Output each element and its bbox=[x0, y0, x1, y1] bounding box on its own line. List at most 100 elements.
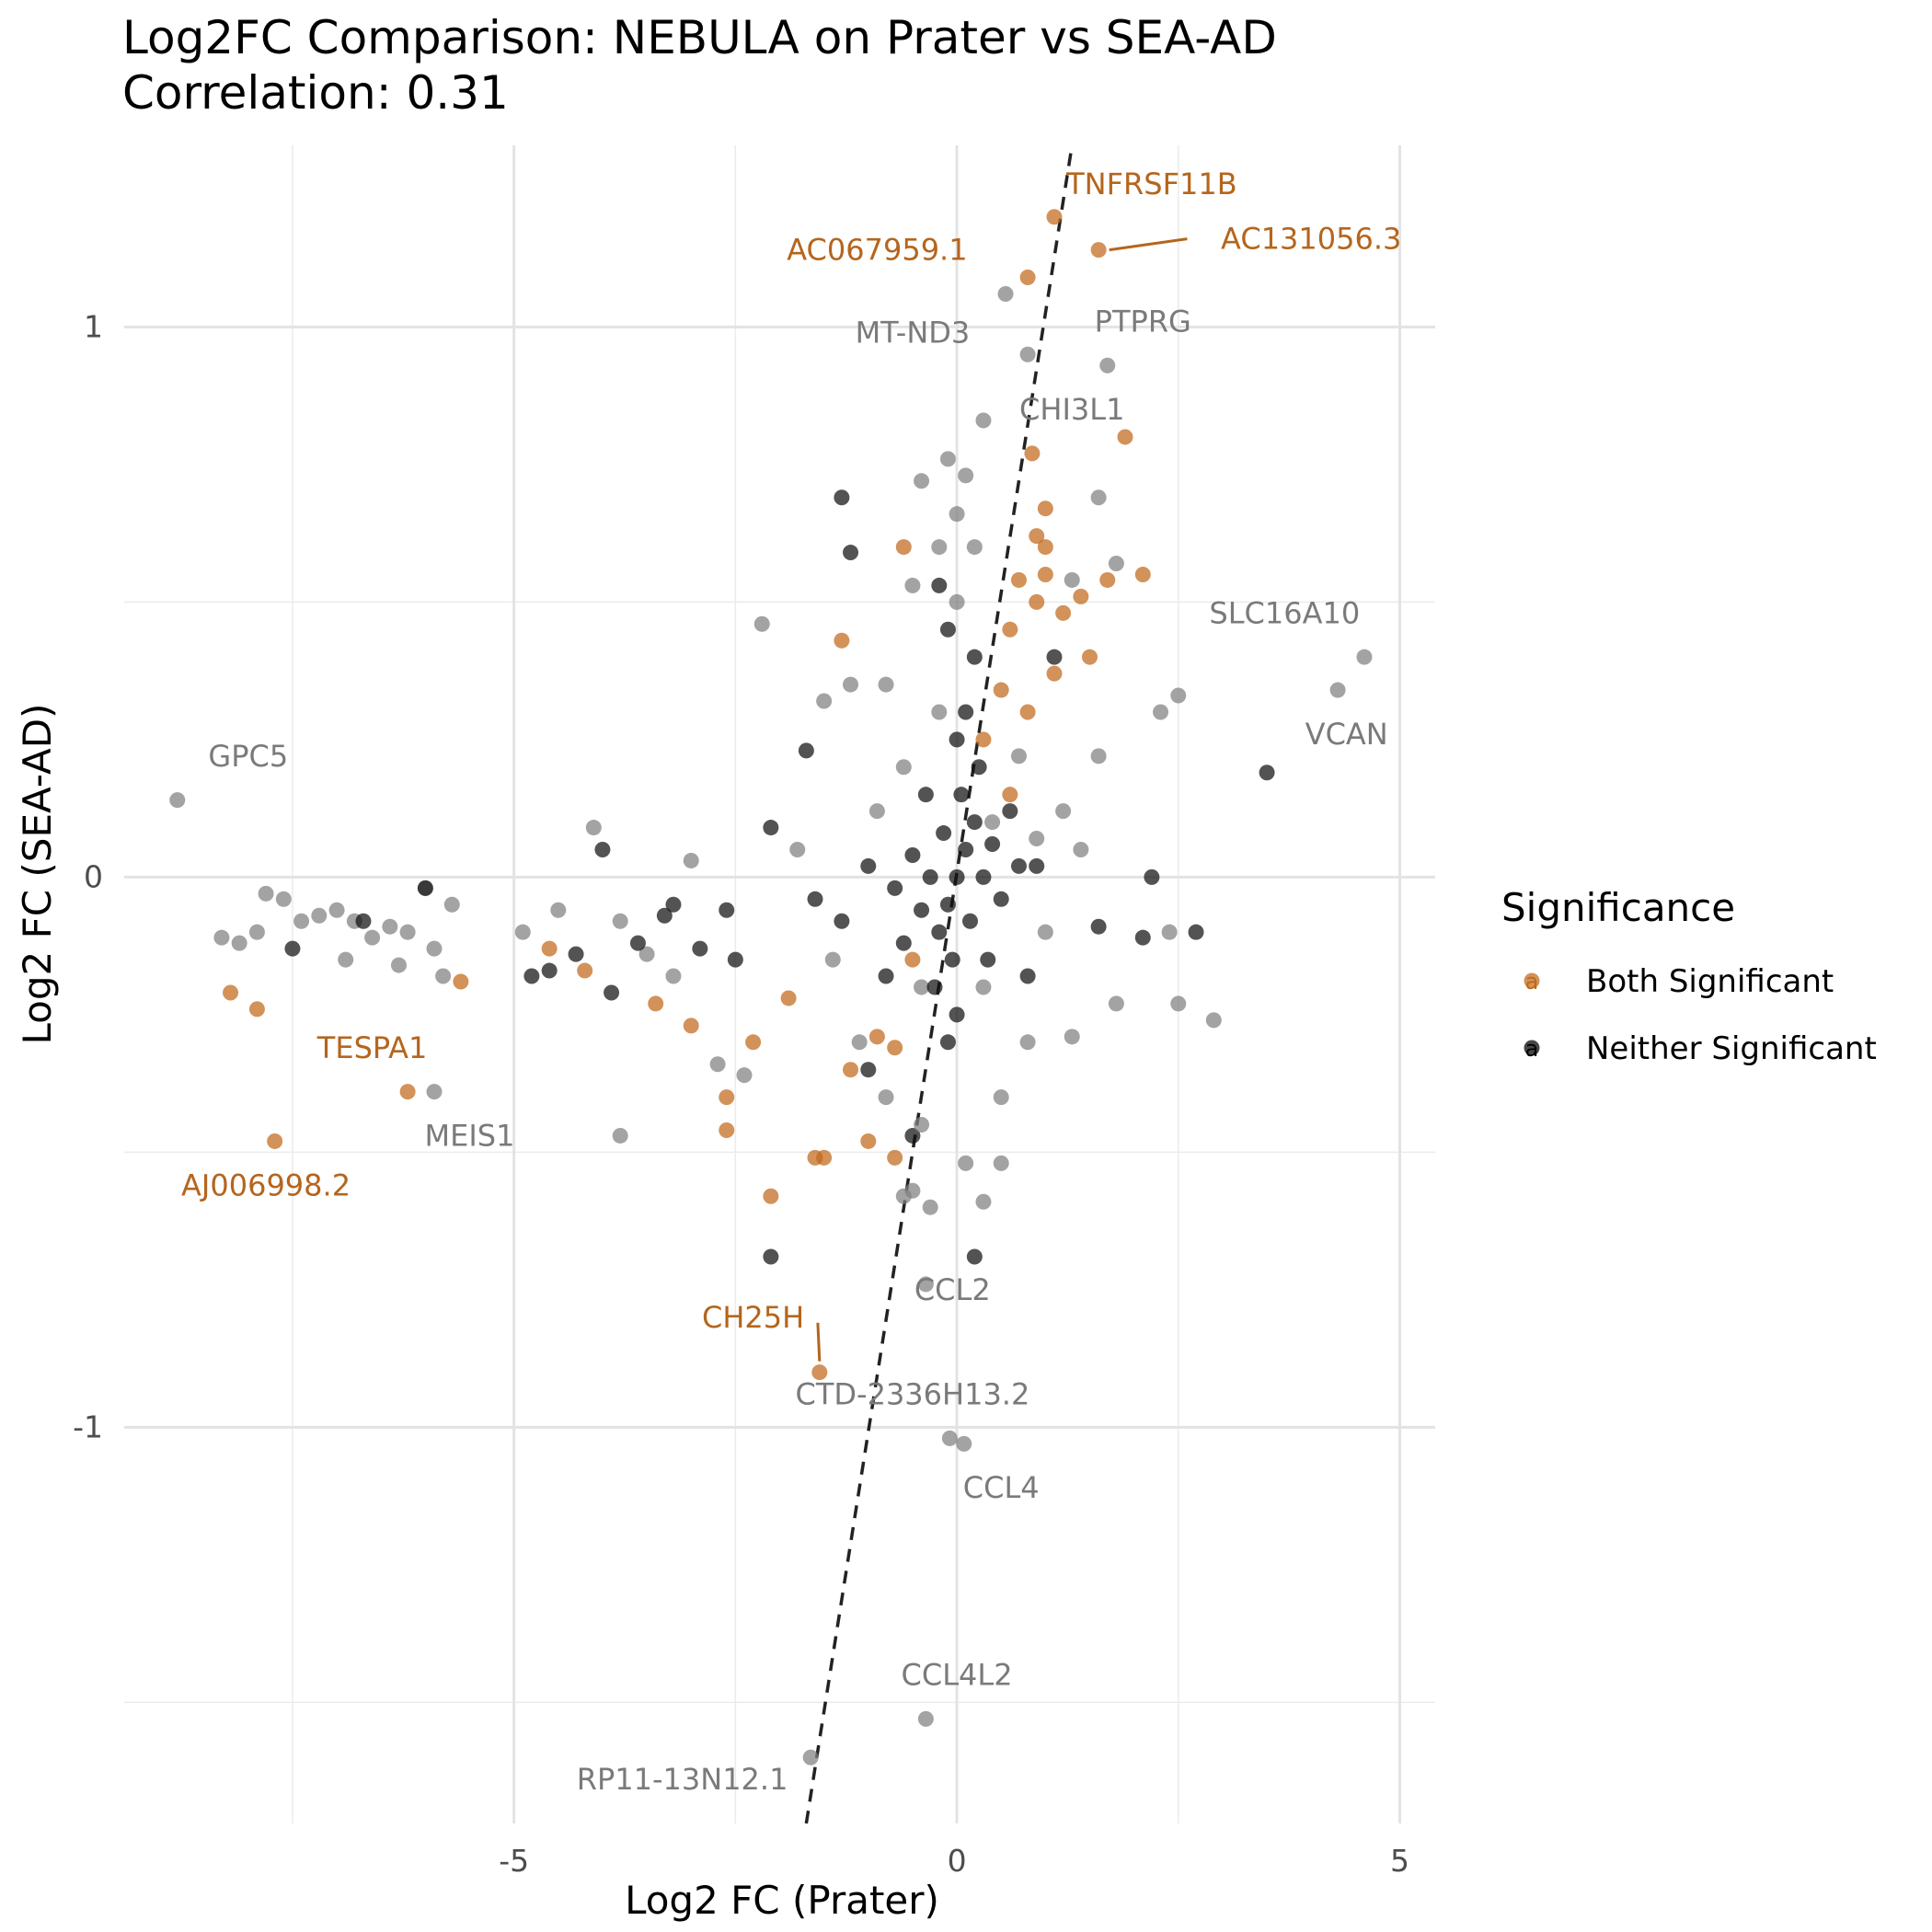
data-point-neither bbox=[966, 814, 983, 831]
gene-label: AC131056.3 bbox=[1221, 222, 1401, 257]
data-point-gray bbox=[1064, 1029, 1080, 1045]
data-point-gray bbox=[1037, 924, 1053, 940]
data-point-gray bbox=[993, 1089, 1009, 1106]
data-point-gray bbox=[665, 968, 682, 984]
data-point-gray bbox=[1090, 748, 1107, 765]
data-point-gray bbox=[1064, 571, 1080, 588]
data-point-neither bbox=[980, 951, 996, 968]
data-point-both bbox=[719, 1089, 735, 1106]
data-point-gray bbox=[443, 896, 460, 913]
legend-entry-label: Both Significant bbox=[1586, 963, 1834, 1000]
data-point-gray bbox=[585, 820, 602, 836]
data-point-neither bbox=[355, 913, 372, 929]
data-point-gray bbox=[878, 676, 894, 693]
data-point-neither bbox=[944, 951, 960, 968]
data-point-gray bbox=[922, 1199, 938, 1215]
data-point-gray bbox=[638, 946, 655, 962]
legend-entry-label: Neither Significant bbox=[1586, 1030, 1877, 1067]
data-point-both bbox=[1024, 445, 1041, 462]
data-point-neither bbox=[958, 704, 974, 720]
data-point-both bbox=[248, 1001, 265, 1018]
gene-label: GPC5 bbox=[208, 739, 288, 774]
y-tick-label: 0 bbox=[84, 858, 103, 894]
data-point-neither bbox=[629, 935, 646, 951]
labeled-point-aj006998-2 bbox=[267, 1133, 283, 1149]
grid-layer bbox=[124, 145, 1435, 1823]
data-point-neither bbox=[904, 846, 921, 863]
gene-label: CCL2 bbox=[914, 1272, 991, 1307]
data-point-both bbox=[904, 951, 921, 968]
data-point-gray bbox=[984, 814, 1001, 831]
data-point-gray bbox=[895, 1188, 912, 1204]
gene-label: MEIS1 bbox=[425, 1118, 515, 1153]
data-point-gray bbox=[843, 676, 859, 693]
labeled-point-meis1 bbox=[426, 1084, 443, 1100]
data-point-gray bbox=[949, 593, 965, 610]
labeled-point-ccl4l2 bbox=[917, 1710, 934, 1727]
data-point-neither bbox=[939, 1034, 956, 1051]
data-point-neither bbox=[931, 577, 948, 593]
gene-label: CH25H bbox=[702, 1300, 804, 1335]
labeled-point-tnfrsf11b bbox=[1046, 209, 1063, 225]
data-point-gray bbox=[382, 918, 398, 935]
legend-title: Significance bbox=[1501, 885, 1735, 930]
data-point-both bbox=[868, 1029, 885, 1045]
gene-label: VCAN bbox=[1305, 717, 1388, 752]
data-point-gray bbox=[231, 935, 247, 951]
data-point-neither bbox=[926, 979, 943, 995]
data-point-neither bbox=[834, 913, 850, 929]
data-point-neither bbox=[958, 841, 974, 857]
data-point-neither bbox=[1144, 868, 1160, 885]
data-point-both bbox=[648, 995, 664, 1012]
data-point-gray bbox=[709, 1056, 726, 1073]
gene-label: SLC16A10 bbox=[1209, 595, 1360, 630]
data-point-gray bbox=[1153, 704, 1169, 720]
label-connector bbox=[816, 1322, 822, 1362]
data-point-gray bbox=[248, 924, 265, 940]
data-point-gray bbox=[328, 902, 345, 918]
data-point-gray bbox=[753, 615, 770, 632]
gene-label: TESPA1 bbox=[316, 1030, 428, 1065]
data-point-both bbox=[1073, 588, 1089, 604]
data-point-both bbox=[887, 1040, 903, 1056]
data-point-gray bbox=[612, 1127, 628, 1144]
data-point-gray bbox=[311, 907, 328, 924]
data-point-gray bbox=[868, 803, 885, 820]
data-point-neither bbox=[993, 891, 1009, 907]
legend-key-point bbox=[1524, 1040, 1540, 1056]
data-point-gray bbox=[914, 979, 930, 995]
data-point-neither bbox=[931, 924, 948, 940]
labeled-point-tespa1 bbox=[399, 1084, 416, 1100]
gene-label: CCL4L2 bbox=[902, 1658, 1013, 1693]
data-point-both bbox=[1117, 429, 1133, 445]
data-point-both bbox=[895, 539, 912, 556]
gene-label: PTPRG bbox=[1095, 304, 1191, 339]
data-point-gray bbox=[213, 929, 230, 946]
data-point-neither bbox=[975, 868, 992, 885]
data-point-gray bbox=[914, 1116, 930, 1133]
data-point-gray bbox=[1073, 841, 1089, 857]
data-point-both bbox=[763, 1188, 779, 1204]
data-point-both bbox=[993, 682, 1009, 698]
data-point-gray bbox=[736, 1067, 753, 1084]
data-point-neither bbox=[692, 940, 708, 957]
data-point-both bbox=[1081, 649, 1098, 665]
data-point-neither bbox=[604, 984, 620, 1001]
data-point-neither bbox=[798, 742, 814, 759]
data-point-both bbox=[1002, 787, 1018, 803]
data-point-gray bbox=[550, 902, 567, 918]
data-point-neither bbox=[727, 951, 743, 968]
data-point-both bbox=[1019, 704, 1036, 720]
data-point-gray bbox=[1010, 748, 1027, 765]
data-point-neither bbox=[665, 896, 682, 913]
data-point-gray bbox=[949, 506, 965, 523]
data-point-both bbox=[1002, 621, 1018, 638]
data-point-neither bbox=[541, 962, 558, 979]
data-point-neither bbox=[1010, 857, 1027, 874]
data-point-both bbox=[780, 990, 797, 1006]
data-point-neither bbox=[834, 489, 850, 506]
data-point-gray bbox=[1205, 1012, 1222, 1029]
data-point-neither bbox=[895, 935, 912, 951]
data-point-neither bbox=[887, 880, 903, 896]
